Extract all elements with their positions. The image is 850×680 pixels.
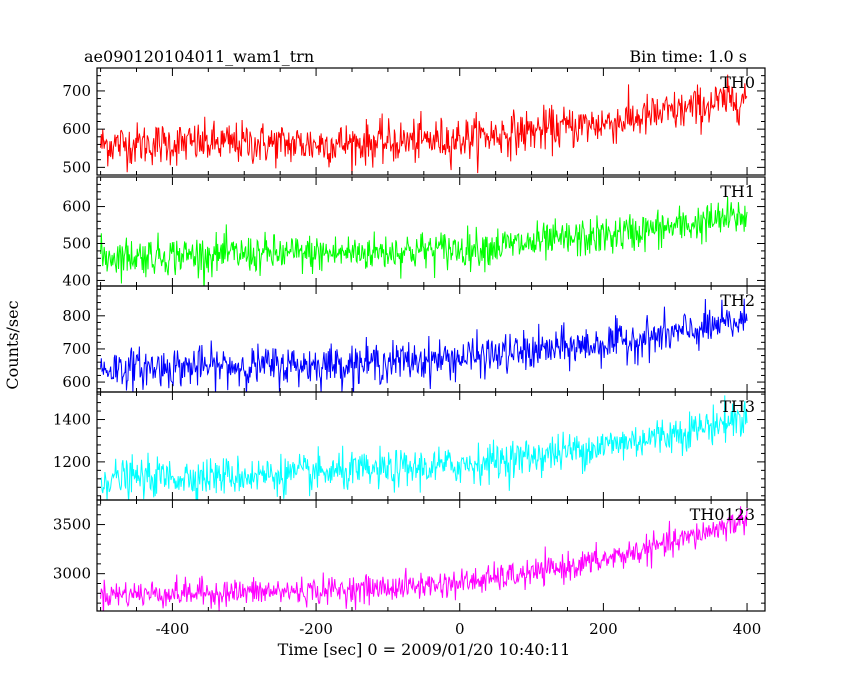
panel-label-th2: TH2	[720, 291, 755, 310]
x-tick-label: -400	[156, 620, 190, 638]
panel-th0123: 3000 3500 TH0123	[53, 499, 766, 612]
series-line-th3	[100, 395, 748, 500]
panel-label-th1: TH1	[720, 182, 755, 201]
chart-title: ae090120104011_wam1_trn	[84, 47, 314, 66]
y-tick-label: 1200	[53, 453, 91, 471]
x-tick-label: 0	[455, 620, 465, 638]
y-tick-label: 800	[62, 307, 91, 325]
y-tick-label: 1400	[53, 411, 91, 429]
y-tick-label: 500	[62, 158, 91, 176]
y-tick-label: 500	[62, 235, 91, 253]
panel-th3: 1200 1400 TH3	[53, 391, 766, 501]
x-tick-label: -200	[299, 620, 333, 638]
panel-th1: 400 500 600 TH1	[62, 176, 766, 289]
series-line-th0123	[100, 506, 748, 611]
bin-time-label: Bin time: 1.0 s	[629, 47, 747, 66]
y-tick-label: 600	[62, 120, 91, 138]
y-tick-label: 3000	[53, 565, 91, 583]
panel-frame	[96, 67, 766, 176]
x-tick-label: 400	[733, 620, 762, 638]
y-tick-label: 600	[62, 373, 91, 391]
panel-th2: 600 700 800 TH2	[62, 285, 766, 393]
y-tick-label: 600	[62, 198, 91, 216]
y-tick-label: 700	[62, 340, 91, 358]
series-line-th0	[100, 74, 748, 175]
series-line-th1	[100, 196, 748, 286]
panel-frame	[96, 176, 766, 287]
panel-frame	[96, 499, 766, 612]
series-line-th2	[100, 298, 748, 392]
y-tick-label: 400	[62, 271, 91, 289]
panel-label-th0: TH0	[720, 73, 755, 92]
panel-th0: 500 600 700 TH0	[62, 67, 766, 176]
y-tick-label: 3500	[53, 516, 91, 534]
panel-label-th0123: TH0123	[690, 505, 755, 524]
x-tick-label: 200	[589, 620, 618, 638]
y-axis-label: Counts/sec	[3, 300, 22, 389]
panels-group: 500 600 700 TH0 400 500 600 TH1 600 700 800 TH2 1200…	[53, 67, 766, 638]
x-axis-label: Time [sec] 0 = 2009/01/20 10:40:11	[278, 640, 571, 659]
panel-label-th3: TH3	[720, 397, 755, 416]
y-tick-label: 700	[62, 82, 91, 100]
panel-frame	[96, 391, 766, 501]
